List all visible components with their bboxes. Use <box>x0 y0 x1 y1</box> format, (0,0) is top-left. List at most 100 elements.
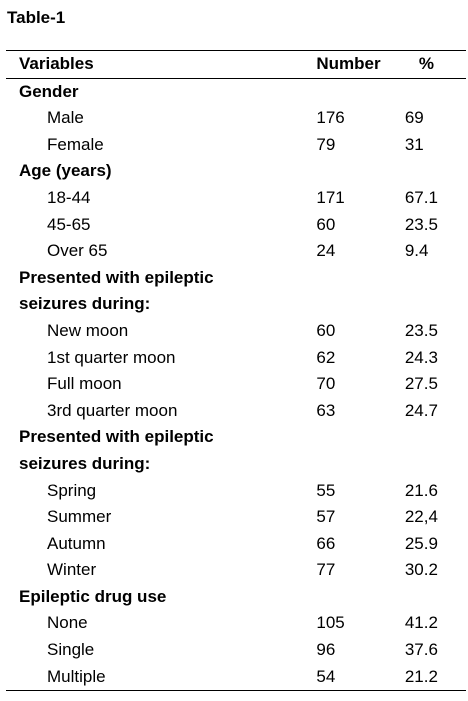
number-cell: 60 <box>316 214 336 234</box>
percent-cell: 67.1 <box>404 187 438 207</box>
percent-cell: 24.7 <box>404 400 438 420</box>
column-header-percent: % <box>394 50 466 79</box>
table-row: None 105 41.2 <box>6 610 466 637</box>
variable-label: Multiple <box>6 663 307 692</box>
table-body: Gender Male 176 69 Female 79 31 Age (years) 18-4… <box>6 78 466 692</box>
number-cell <box>306 291 394 318</box>
percent-cell: 22,4 <box>404 507 438 527</box>
number-cell <box>306 584 394 611</box>
variable-label: Over 65 <box>47 241 108 261</box>
percent-cell <box>395 265 466 292</box>
percent-cell: 21.6 <box>404 480 438 500</box>
section-label: Epileptic drug use <box>19 586 167 606</box>
number-cell: 96 <box>316 640 336 660</box>
column-header-number: Number <box>306 50 395 79</box>
percent-cell: 41.2 <box>404 613 438 633</box>
number-cell: 66 <box>316 533 336 553</box>
percent-cell: 69 <box>404 108 424 128</box>
number-cell <box>306 78 394 105</box>
variable-label: 18-44 <box>47 187 91 207</box>
section-label: seizures during: <box>19 294 151 314</box>
table-row: Male 176 69 <box>6 105 466 132</box>
table-row: 45-65 60 23.5 <box>6 212 466 239</box>
number-cell: 77 <box>316 560 336 580</box>
section-row: seizures during: <box>6 451 466 478</box>
table-row: Single 96 37.6 <box>6 637 466 664</box>
section-row: seizures during: <box>6 291 466 318</box>
header-row: Variables Number % <box>6 50 466 79</box>
variable-label: Summer <box>47 507 112 527</box>
table-row: 1st quarter moon 62 24.3 <box>6 345 466 372</box>
number-cell: 54 <box>306 663 395 692</box>
variable-label: 45-65 <box>47 214 91 234</box>
variable-label: New moon <box>47 320 129 340</box>
number-cell <box>306 424 394 451</box>
variable-label: Single <box>47 640 95 660</box>
section-label: Presented with epileptic <box>19 267 214 287</box>
variable-label: Winter <box>47 560 97 580</box>
table-row: Autumn 66 25.9 <box>6 531 466 558</box>
number-cell: 171 <box>316 187 345 207</box>
percent-cell: 9.4 <box>404 241 429 261</box>
percent-cell: 21.2 <box>394 663 466 692</box>
percent-cell: 23.5 <box>404 214 438 234</box>
variable-label: Full moon <box>47 374 122 394</box>
number-cell: 55 <box>316 480 336 500</box>
percent-cell: 30.2 <box>404 560 438 580</box>
number-cell: 63 <box>316 400 336 420</box>
percent-cell: 25.9 <box>404 533 438 553</box>
table-row: Full moon 70 27.5 <box>6 371 466 398</box>
section-row: Gender <box>6 78 466 105</box>
number-cell: 176 <box>316 108 345 128</box>
data-table: Variables Number % Gender Male 176 69 Female… <box>6 50 466 692</box>
number-cell: 62 <box>316 347 336 367</box>
percent-cell: 31 <box>404 134 424 154</box>
variable-label: 3rd quarter moon <box>47 400 178 420</box>
section-row: Age (years) <box>6 158 466 185</box>
percent-cell: 24.3 <box>404 347 438 367</box>
table-row: Summer 57 22,4 <box>6 504 466 531</box>
table-row: Winter 77 30.2 <box>6 557 466 584</box>
percent-cell: 23.5 <box>404 320 438 340</box>
variable-label: Female <box>47 134 104 154</box>
variable-label: 1st quarter moon <box>47 347 176 367</box>
percent-cell <box>395 78 466 105</box>
number-cell: 105 <box>316 613 345 633</box>
number-cell: 70 <box>316 374 336 394</box>
table-header: Variables Number % <box>6 50 466 79</box>
number-cell: 57 <box>316 507 336 527</box>
number-cell: 60 <box>316 320 336 340</box>
section-label: Age (years) <box>19 161 112 181</box>
percent-cell <box>395 584 466 611</box>
section-label: Presented with epileptic <box>19 427 214 447</box>
table-title: Table-1 <box>7 8 66 27</box>
percent-cell <box>395 451 466 478</box>
variable-label: None <box>47 613 88 633</box>
table-row: Over 65 24 9.4 <box>6 238 466 265</box>
section-label: seizures during: <box>19 453 151 473</box>
section-label: Gender <box>19 81 79 101</box>
section-row: Presented with epileptic <box>6 265 466 292</box>
table-row: Female 79 31 <box>6 132 466 159</box>
variable-label: Spring <box>47 480 97 500</box>
table-row: New moon 60 23.5 <box>6 318 466 345</box>
percent-cell <box>395 424 466 451</box>
number-cell <box>306 158 394 185</box>
table-row: 18-44 171 67.1 <box>6 185 466 212</box>
number-cell: 79 <box>316 134 336 154</box>
variable-label: Autumn <box>47 533 106 553</box>
percent-cell <box>395 158 466 185</box>
percent-cell: 37.6 <box>404 640 438 660</box>
column-header-variables: Variables <box>6 50 307 79</box>
section-row: Epileptic drug use <box>6 584 466 611</box>
number-cell <box>306 451 394 478</box>
table-row: Multiple 54 21.2 <box>6 663 466 692</box>
percent-cell: 27.5 <box>404 374 438 394</box>
variable-label: Male <box>47 108 84 128</box>
section-row: Presented with epileptic <box>6 424 466 451</box>
number-cell: 24 <box>316 241 336 261</box>
table-row: 3rd quarter moon 63 24.7 <box>6 398 466 425</box>
number-cell <box>306 265 394 292</box>
percent-cell <box>395 291 466 318</box>
